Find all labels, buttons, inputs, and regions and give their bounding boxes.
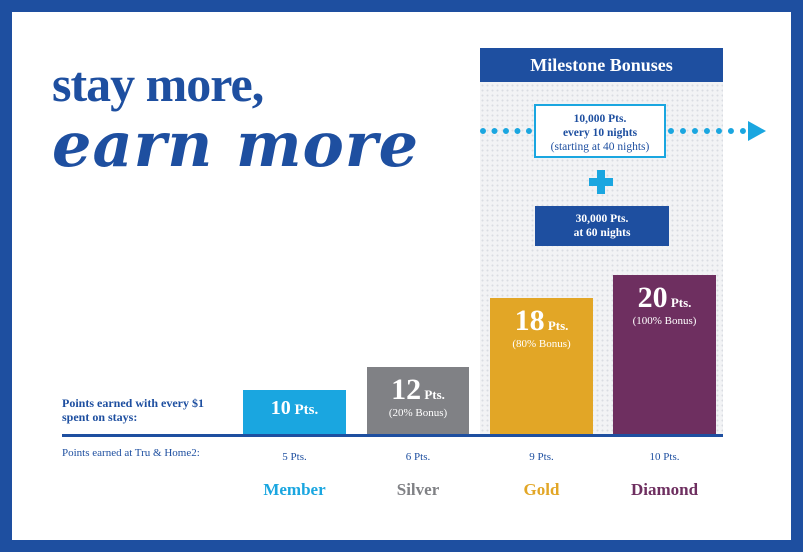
bonus1-line3: (starting at 40 nights) [550,141,650,153]
arrow-line-left [480,128,532,134]
tier-label-member: Member [263,480,326,499]
tru-home2-points-member: 5 Pts. [282,451,307,463]
arrow-line-right [668,128,746,134]
tru-home2-label: Points earned at Tru & Home2: [62,447,200,459]
bar-bonus-label: (100% Bonus) [632,315,697,327]
bonus-box-60-nights: 30,000 Pts. at 60 nights [535,206,669,246]
bonus1-line2: every 10 nights [562,127,638,139]
milestone-title: Milestone Bonuses [480,48,723,82]
bar-value-label: 18 Pts. [514,304,569,337]
bonus-box-every-10-nights: 10,000 Pts. every 10 nights (starting at… [534,104,666,158]
chart-baseline [62,434,723,437]
bonus2-line1: 30,000 Pts. [575,213,629,225]
bar-bonus-label: (20% Bonus) [388,407,448,419]
headline-line2: earn more [52,108,420,181]
bonus2-line2: at 60 nights [573,227,631,239]
tru-home2-points-gold: 9 Pts. [529,451,554,463]
bar-member: 10 Pts. [243,390,346,434]
bar-silver: 12 Pts. (20% Bonus) [367,367,469,434]
bar-bonus-label: (80% Bonus) [512,338,571,350]
tier-label-gold: Gold [523,480,560,499]
bar-gold: 18 Pts. (80% Bonus) [490,298,593,434]
tru-home2-points-silver: 6 Pts. [405,451,431,463]
tru-home2-points-diamond: 10 Pts. [649,451,680,463]
bar-value-label: 10 Pts. [270,397,319,419]
tier-label-silver: Silver [396,480,440,499]
bonus1-line1: 10,000 Pts. [573,113,627,125]
plus-icon [587,168,615,196]
headline-line1: stay more, [52,56,264,112]
bar-value-label: 12 Pts. [391,373,445,406]
arrow-right-icon [748,121,766,141]
bar-value-label: 20 Pts. [637,281,692,314]
points-per-dollar-label: Points earned with every $1 spent on sta… [62,396,204,424]
tier-label-diamond: Diamond [630,480,699,499]
bar-diamond: 20 Pts. (100% Bonus) [613,275,716,434]
